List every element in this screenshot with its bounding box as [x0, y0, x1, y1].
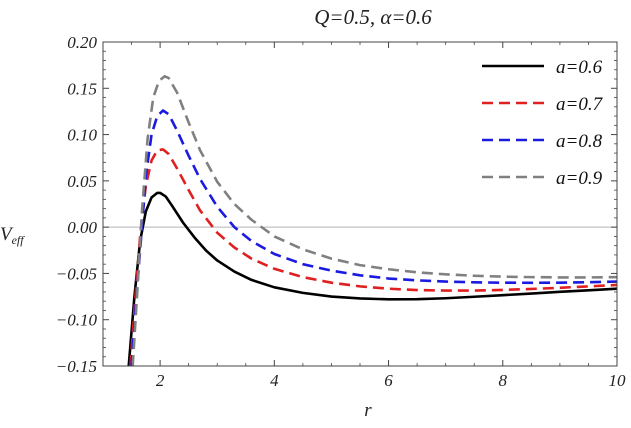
y-tick-label: −0.05: [56, 264, 97, 283]
axis-ticks: 2 4 6 8 10 −0.15 −0.10 −0.05 0.00 0.05 0.10 0.15 0.2…: [56, 33, 626, 390]
y-axis-label-main: V: [0, 224, 14, 245]
plot-border: [102, 41, 618, 367]
legend-label-1: a=0.6: [556, 57, 603, 78]
y-tick-label: 0.10: [67, 126, 97, 145]
x-tick-label: 2: [156, 371, 165, 390]
series-line-3: [130, 109, 617, 366]
series-line-1: [127, 191, 617, 366]
y-tick-label: 0.15: [67, 79, 97, 98]
series-line-4: [131, 74, 617, 366]
series-lines: [127, 74, 617, 366]
x-tick-label: 10: [609, 371, 627, 390]
series-line-2: [129, 148, 617, 366]
legend: a=0.6 a=0.7 a=0.8 a=0.9: [482, 57, 604, 189]
svg-text:Veff: Veff: [0, 224, 25, 247]
y-tick-label: −0.15: [56, 357, 97, 376]
y-axis-label: Veff: [0, 224, 25, 247]
x-tick-label: 6: [384, 371, 393, 390]
legend-label-4: a=0.9: [556, 168, 603, 189]
x-axis-label: r: [364, 400, 372, 421]
x-tick-label: 8: [499, 371, 508, 390]
y-tick-label: −0.10: [56, 311, 98, 330]
legend-label-3: a=0.8: [556, 131, 603, 152]
y-tick-label: 0.05: [67, 172, 97, 191]
legend-label-2: a=0.7: [556, 94, 604, 115]
x-tick-label: 4: [270, 371, 279, 390]
plot-frame: [102, 41, 618, 367]
y-tick-label: 0.00: [67, 218, 97, 237]
chart-title: Q=0.5, α=0.6: [314, 5, 432, 29]
y-axis-label-subscript: eff: [12, 233, 26, 247]
y-tick-label: 0.20: [67, 33, 97, 52]
